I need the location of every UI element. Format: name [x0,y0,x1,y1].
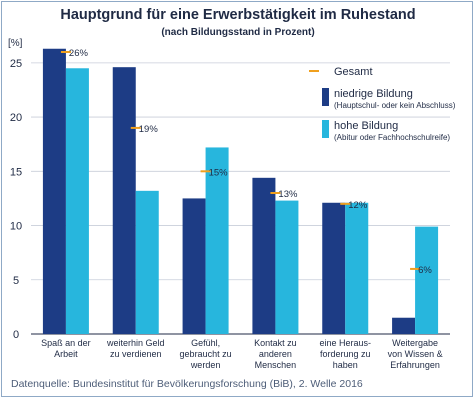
y-tick-label: 0 [13,329,19,341]
x-tick-label: haben [333,360,358,370]
legend-niedrige-swatch [322,88,329,106]
y-tick-label: 15 [10,166,22,178]
bar-niedrige-bildung [112,67,136,334]
gesamt-value-label: 19% [139,124,159,135]
chart-title: Hauptgrund für eine Erwerbstätigkeit im … [60,7,416,23]
x-tick-label: anderen [259,349,292,359]
x-tick-label: Spaß an der [41,338,91,348]
data-source-note: Datenquelle: Bundesinstitut für Bevölker… [11,378,363,390]
chart-subtitle: (nach Bildungsstand in Prozent) [161,27,315,38]
legend-niedrige-label: niedrige Bildung [334,88,413,100]
gesamt-value-label: 12% [348,200,368,211]
legend-niedrige-note: (Hauptschul- oder kein Abschluss) [334,101,456,110]
legend-hohe-note: (Abitur oder Fachhochschulreife) [334,133,450,142]
x-tick-label: Erfahrungen [390,360,440,370]
y-tick-label: 20 [10,112,22,124]
y-tick-label: 10 [10,221,22,233]
bar-niedrige-bildung [322,202,346,334]
bar-niedrige-bildung [42,48,66,334]
x-tick-label: von Wissen & [388,349,443,359]
x-tick-label: gebraucht zu [180,349,232,359]
bar-hohe-bildung [345,202,369,334]
bar-hohe-bildung [415,226,439,334]
bar-hohe-bildung [65,68,89,335]
x-tick-label: forderung zu [320,349,371,359]
x-tick-label: eine Heraus- [319,338,371,348]
bar-hohe-bildung [205,147,229,334]
gesamt-value-label: 13% [278,189,298,200]
x-tick-label: weiterhin Geld [106,338,165,348]
y-axis-label: [%] [8,38,23,49]
x-tick-label: Menschen [255,360,297,370]
x-tick-label: werden [190,360,221,370]
bar-niedrige-bildung [252,177,276,334]
x-tick-label: zu verdienen [110,349,162,359]
x-tick-label: Arbeit [54,349,78,359]
x-tick-label: Weitergabe [392,338,438,348]
gesamt-value-label: 6% [418,265,432,276]
legend-hohe-swatch [322,120,329,138]
bar-niedrige-bildung [182,198,206,334]
bar-hohe-bildung [135,190,159,334]
x-tick-label: Gefühl, [191,338,220,348]
y-tick-label: 25 [10,58,22,70]
bar-niedrige-bildung [392,317,416,334]
gesamt-value-label: 15% [209,167,229,178]
legend-hohe-label: hohe Bildung [334,120,398,132]
x-tick-label: Kontakt zu [254,338,297,348]
legend-gesamt-label: Gesamt [334,66,373,78]
bar-hohe-bildung [275,200,299,334]
gesamt-value-label: 26% [69,48,89,59]
y-tick-label: 5 [13,275,19,287]
